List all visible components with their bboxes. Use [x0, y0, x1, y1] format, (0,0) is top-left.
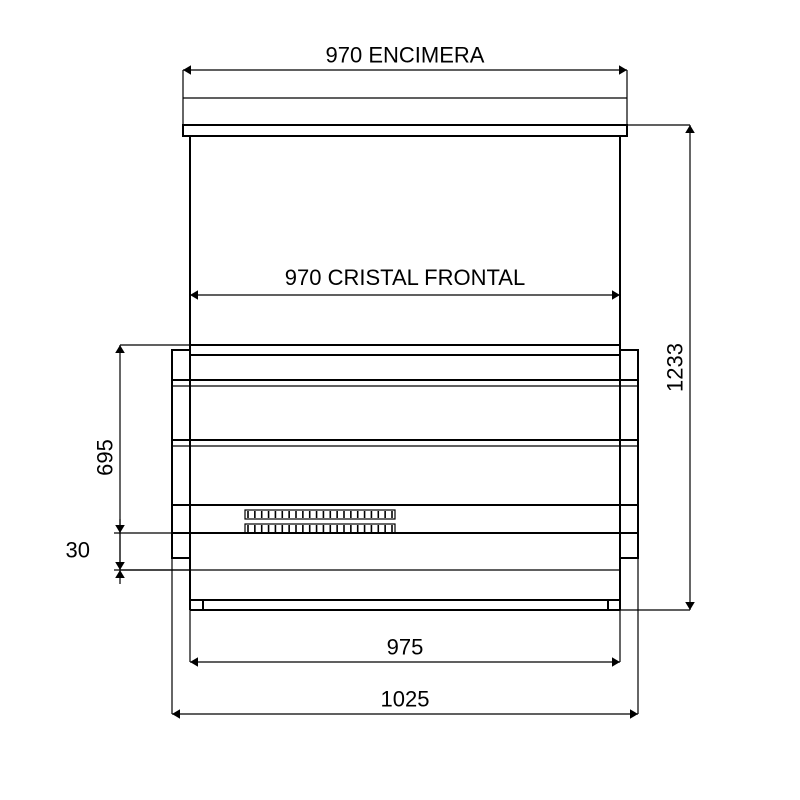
technical-drawing: 970 CRISTAL FRONTAL 970 ENCIMERA 1233 695 30… — [0, 0, 800, 800]
dim-695: 695 — [93, 439, 118, 476]
dim-1025: 1025 — [381, 687, 430, 712]
cabinet-body — [172, 125, 638, 610]
dim-cristal-frontal: 970 CRISTAL FRONTAL — [285, 265, 525, 290]
dim-encimera: 970 ENCIMERA — [326, 43, 485, 68]
dim-975: 975 — [387, 635, 424, 660]
dim-30: 30 — [66, 537, 90, 562]
dim-1233: 1233 — [663, 343, 688, 392]
